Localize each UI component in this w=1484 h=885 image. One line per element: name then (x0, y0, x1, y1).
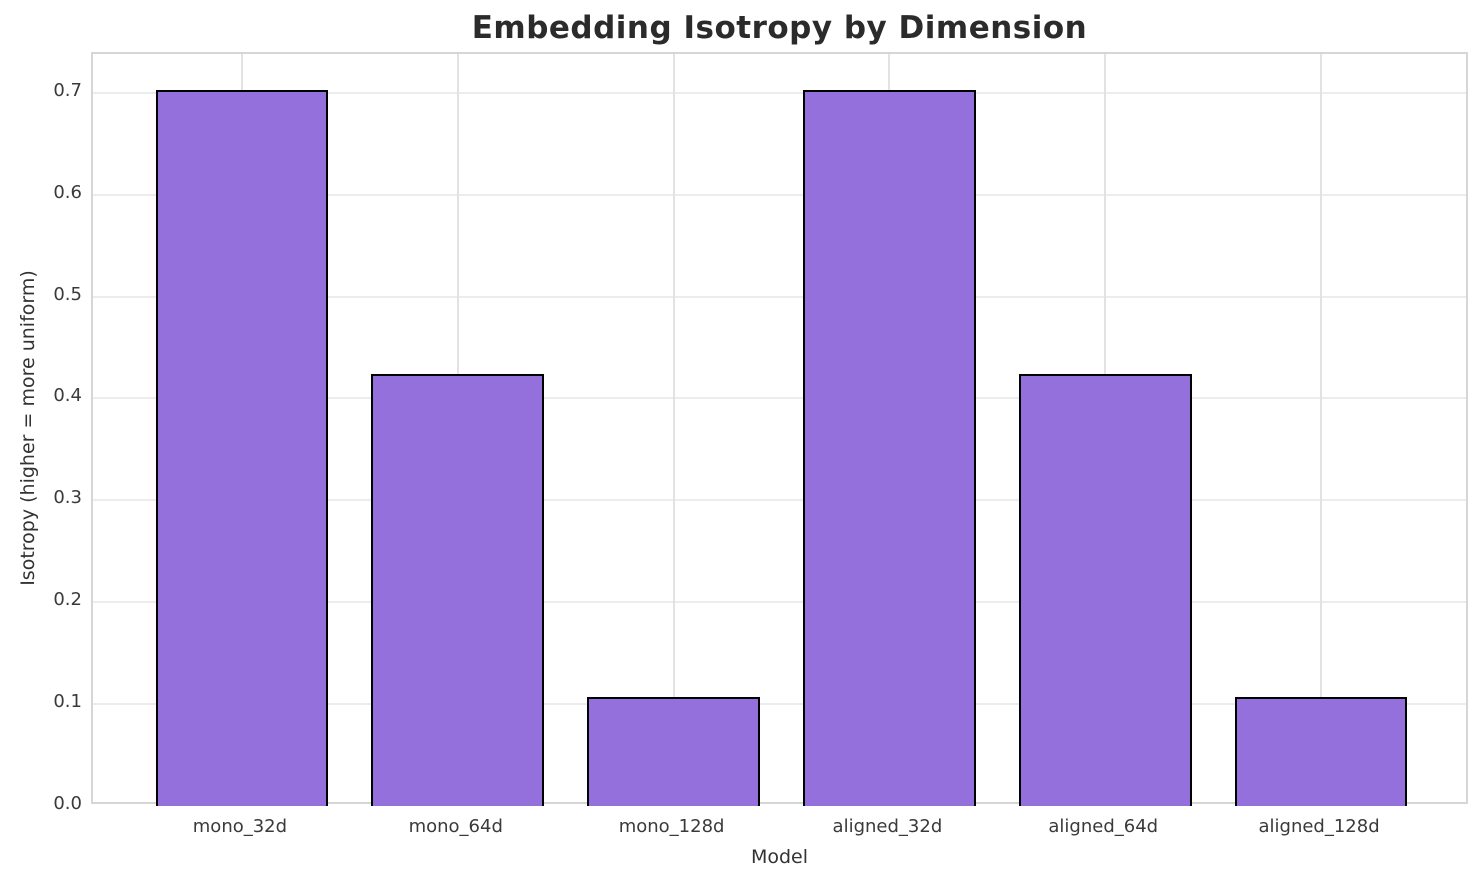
y-tick-label: 0.2 (53, 589, 82, 611)
h-gridline (93, 193, 1466, 196)
x-tick-label: aligned_128d (1258, 816, 1380, 837)
v-gridline (1320, 54, 1323, 802)
bar-aligned_32d (803, 89, 976, 806)
h-gridline (93, 397, 1466, 400)
h-gridline (93, 601, 1466, 604)
h-gridline (93, 91, 1466, 94)
y-tick-label: 0.6 (53, 181, 82, 203)
y-axis-label: Isotropy (higher = more uniform) (17, 270, 39, 586)
bars-layer (93, 54, 1466, 806)
bar-aligned_64d (1018, 373, 1192, 806)
h-gridline (93, 499, 1466, 502)
x-axis-label: Model (750, 846, 809, 868)
bar-aligned_128d (1234, 696, 1408, 806)
x-tick-label: aligned_64d (1048, 816, 1159, 837)
bar-mono_32d (155, 89, 329, 806)
bar-mono_64d (371, 373, 545, 806)
plot-area (91, 52, 1468, 806)
bar-mono_128d (587, 696, 760, 806)
y-tick-label: 0.1 (53, 691, 82, 713)
y-tick-label: 0.5 (53, 283, 82, 305)
x-tick-label: mono_64d (408, 816, 503, 837)
y-tick-label: 0.4 (53, 385, 82, 407)
x-tick-label: mono_128d (618, 816, 725, 837)
h-gridline (93, 295, 1466, 298)
x-tick-label: aligned_32d (832, 816, 943, 837)
x-tick-label: mono_32d (192, 816, 288, 837)
y-tick-label: 0.7 (53, 79, 82, 101)
h-gridline (93, 703, 1466, 706)
y-tick-label: 0.0 (53, 793, 82, 814)
chart-title: Embedding Isotropy by Dimension (471, 10, 1088, 46)
y-tick-label: 0.3 (53, 487, 82, 509)
v-gridline (672, 54, 675, 802)
